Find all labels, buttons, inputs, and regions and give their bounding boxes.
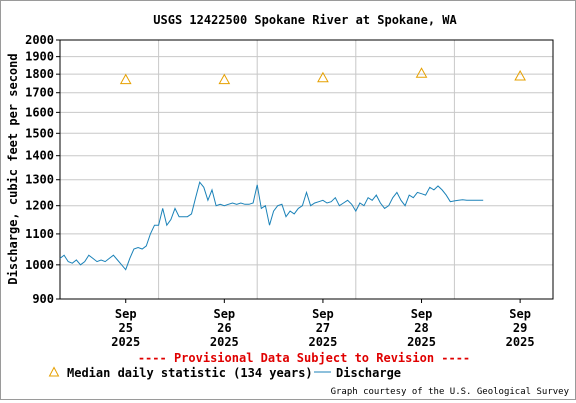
- y-tick-label: 1800: [25, 67, 54, 81]
- x-tick-label: 2025: [111, 335, 140, 349]
- median-point: [514, 69, 526, 81]
- y-axis-ticks: 900 1000 1100 1200 1300 1400 1500 1600 1700 1800 1…: [25, 33, 60, 306]
- x-tick-label: 26: [217, 321, 231, 335]
- x-tick-label: Sep: [312, 307, 334, 321]
- x-tick-label: Sep: [213, 307, 235, 321]
- median-point: [218, 73, 231, 85]
- y-tick-label: 1400: [25, 149, 54, 163]
- x-tick-label: Sep: [509, 307, 531, 321]
- x-axis-ticks: Sep252025Sep262025Sep272025Sep282025Sep2…: [111, 299, 535, 349]
- y-tick-label: 1900: [25, 50, 54, 64]
- median-point: [317, 71, 329, 83]
- discharge-line: [59, 181, 484, 271]
- y-tick-label: 1000: [25, 258, 54, 272]
- y-tick-label: 1700: [25, 86, 54, 100]
- y-tick-label: 1200: [25, 199, 54, 213]
- x-tick-label: Sep: [411, 307, 433, 321]
- y-tick-label: 1300: [25, 173, 54, 187]
- y-tick-label: 900: [32, 292, 54, 306]
- x-tick-label: Sep: [115, 307, 137, 321]
- legend-median-label: Median daily statistic (134 years): [67, 366, 313, 380]
- x-tick-label: 28: [414, 321, 428, 335]
- y-tick-label: 1500: [25, 126, 54, 140]
- y-axis-label: Discharge, cubic feet per second: [6, 53, 20, 284]
- x-tick-label: 2025: [210, 335, 239, 349]
- x-tick-label: 25: [119, 321, 133, 335]
- provisional-notice: ---- Provisional Data Subject to Revisio…: [138, 351, 470, 365]
- y-tick-label: 1600: [25, 105, 54, 119]
- legend-median-triangle-icon: [48, 366, 60, 377]
- median-point: [119, 73, 132, 85]
- legend: Median daily statistic (134 years) Disch…: [48, 366, 401, 380]
- y-tick-label: 2000: [25, 33, 54, 47]
- y-tick-label: 1100: [25, 227, 54, 241]
- x-tick-label: 2025: [407, 335, 436, 349]
- x-tick-label: 27: [316, 321, 330, 335]
- grid-lines: [60, 39, 553, 300]
- x-tick-label: 2025: [506, 335, 535, 349]
- plot-area: [59, 39, 554, 300]
- median-point: [415, 67, 428, 78]
- x-tick-label: 29: [513, 321, 527, 335]
- series-layer: [59, 67, 526, 271]
- legend-discharge-label: Discharge: [336, 366, 401, 380]
- chart-title: USGS 12422500 Spokane River at Spokane, …: [153, 13, 457, 27]
- credit-text: Graph courtesy of the U.S. Geological Su…: [331, 387, 570, 397]
- x-tick-label: 2025: [308, 335, 337, 349]
